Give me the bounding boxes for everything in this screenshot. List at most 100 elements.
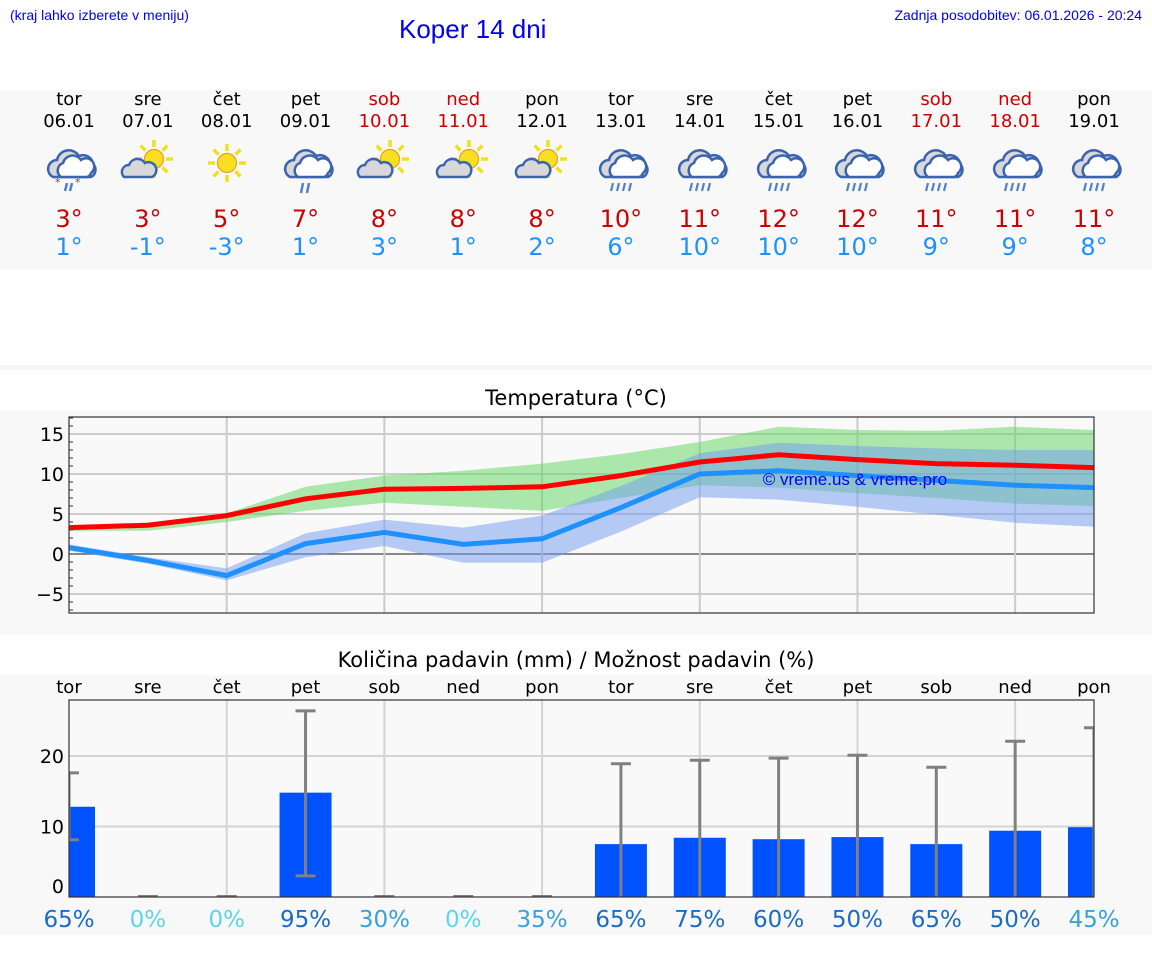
min-temp: 1° [449,233,477,261]
day-column: sob 10.01 8° 3° [345,89,423,261]
day-column: pet 09.01 7° 1° [267,89,345,261]
min-temp: 10° [678,233,722,261]
precip-day-label: tor [56,677,82,698]
max-temp: 8° [528,205,556,233]
y-tick-label: 10 [40,464,64,486]
day-name: sob [368,89,401,110]
precip-probability: 75% [674,907,725,933]
day-column: pon 12.01 8° 2° [503,89,581,261]
precip-day-label: sre [134,677,161,698]
y-tick-label: 5 [52,504,64,526]
precip-probability: 50% [832,907,883,933]
day-column: ned 11.01 8° 1° [424,89,502,261]
light-rain-icon [267,137,345,197]
day-name: čet [212,89,241,110]
day-column: pon 19.01 11° 8° [1055,89,1133,261]
y-tick-label: 0 [52,876,64,898]
y-tick-label: 15 [40,424,64,446]
day-name: ned [446,89,481,110]
precip-day-label: pet [843,677,873,698]
day-column: tor 06.01 * * 3° 1° [30,89,108,261]
max-temp: 11° [678,205,722,233]
max-temp: 8° [449,205,477,233]
watermark: © vreme.us & vreme.pro [763,470,947,489]
y-tick-label: −5 [36,584,64,606]
rain-icon [897,137,975,197]
min-temp: 2° [528,233,556,261]
day-name: pet [290,89,321,110]
day-name: čet [764,89,793,110]
partly-sunny-icon [503,137,581,197]
min-temp: 9° [922,233,950,261]
precip-probability: 0% [445,907,482,933]
rain-icon [661,137,739,197]
precip-day-label: pon [525,677,559,698]
day-date: 18.01 [989,111,1041,132]
day-column: sre 14.01 11° 10° [661,89,739,261]
precip-bar [69,806,95,897]
daily-forecast-panel [0,90,1152,270]
partly-sunny-icon [345,137,423,197]
min-temp: 3° [370,233,399,261]
precip-day-label: ned [998,677,1032,698]
day-date: 13.01 [595,111,647,132]
day-column: čet 08.01 5° -3° [188,89,266,261]
precip-series [69,709,1094,897]
rain-icon [740,137,818,197]
max-temp: 5° [213,205,241,233]
max-temp: 10° [599,205,643,233]
max-temp-line [69,452,1094,531]
min-temp: 8° [1080,233,1108,261]
precip-day-label: sre [686,677,713,698]
day-name: sre [686,89,714,110]
max-temp: 7° [291,205,320,233]
day-date: 19.01 [1068,111,1120,132]
day-date: 11.01 [437,111,489,132]
min-temp: 1° [55,233,83,261]
max-temp: 12° [757,205,800,233]
max-temp: 3° [134,205,162,233]
min-temp-range-band [69,442,1094,581]
precip-probability: 95% [280,907,331,933]
day-date: 10.01 [358,111,411,132]
y-tick-label: 10 [40,817,64,839]
day-date: 09.01 [279,111,332,132]
precip-probability: 45% [1068,907,1119,933]
max-temp: 12° [836,205,879,233]
min-temp: 9° [1001,233,1029,261]
precip-probability: 65% [595,907,646,933]
min-temp: 10° [836,233,879,261]
sleet-icon: * * [30,137,108,197]
max-temp: 11° [915,205,958,233]
precip-bar [1068,827,1094,897]
precip-probability: 50% [990,907,1041,933]
day-name: sob [920,89,953,110]
y-tick-label: 20 [40,746,64,768]
rain-icon [976,137,1054,197]
divider [0,365,1152,370]
day-name: pet [842,89,873,110]
svg-text:*: * [55,176,61,189]
precipitation-chart-title: Količina padavin (mm) / Možnost padavin … [337,648,815,672]
svg-text:*: * [75,176,81,189]
day-name: pon [525,89,559,110]
precip-day-label: pet [291,677,321,698]
precip-probability: 65% [43,907,94,933]
day-column: čet 15.01 12° 10° [740,89,818,261]
precip-day-label: pon [1077,677,1111,698]
rain-icon [1055,137,1133,197]
page-title: Koper 14 dni [399,14,547,44]
day-date: 08.01 [200,111,253,132]
precip-day-label: tor [608,677,634,698]
max-temp: 3° [55,205,83,233]
y-tick-label: 0 [52,544,64,566]
day-column: pet 16.01 12° 10° [818,89,896,261]
precip-probability: 60% [753,907,804,933]
min-temp: -3° [208,233,245,261]
day-date: 14.01 [674,111,726,132]
day-date: 17.01 [910,111,963,132]
precip-day-label: ned [446,677,480,698]
min-temp: 6° [607,233,635,261]
min-temp-line [69,468,1094,579]
sunny-icon [188,137,266,197]
